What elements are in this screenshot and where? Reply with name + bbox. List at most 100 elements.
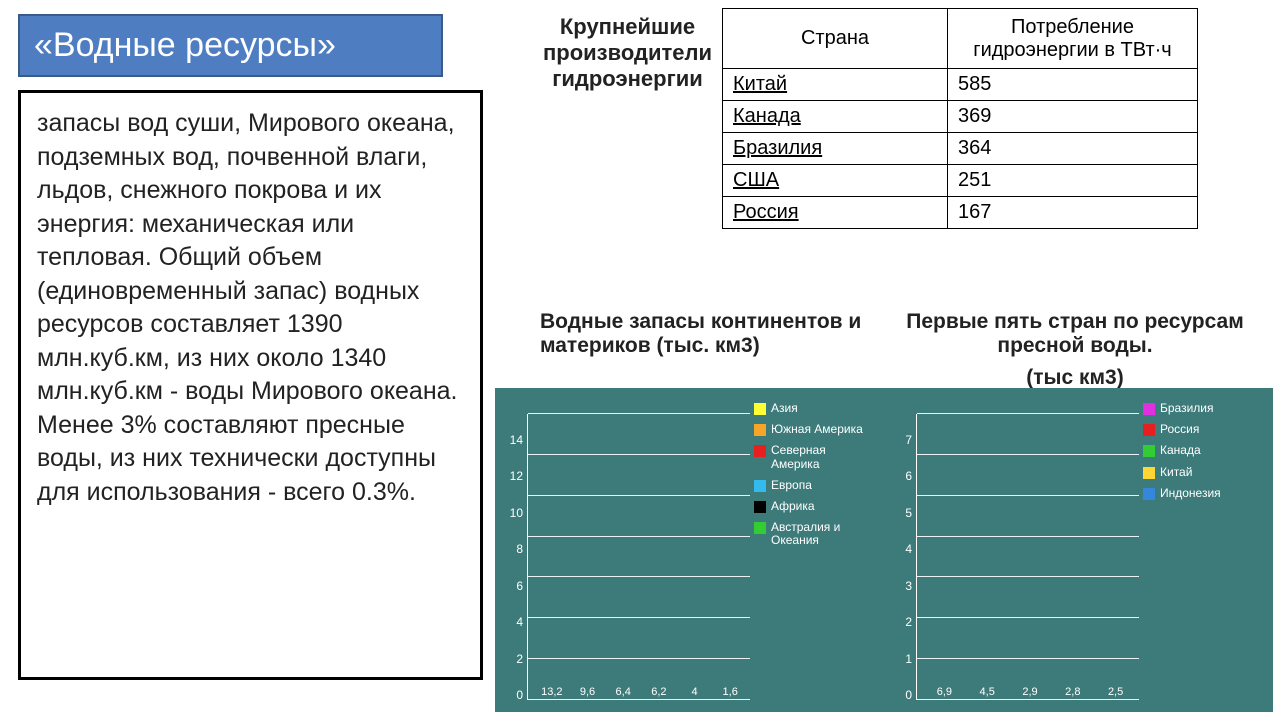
cell-country: Бразилия	[723, 133, 948, 165]
legend-label: Северная Америка	[771, 444, 876, 470]
y-tick: 8	[516, 520, 523, 557]
legend-label: Южная Америка	[771, 423, 863, 436]
chart1: 02468101214 13,29,66,46,241,6 АзияЮжная …	[495, 388, 884, 712]
legend-item: Азия	[754, 402, 876, 415]
bar-value-label: 1,6	[723, 686, 738, 698]
chart1-plot-area: 13,2 9,6 6,4 6,2 4 1,6	[527, 414, 750, 700]
table-row: Россия167	[723, 197, 1198, 229]
legend-label: Китай	[1160, 466, 1192, 479]
y-tick: 0	[905, 666, 912, 703]
bar-group: 9,6	[572, 686, 604, 700]
y-tick: 2	[516, 629, 523, 666]
bar-value-label: 2,8	[1065, 686, 1080, 698]
page-title: «Водные ресурсы»	[34, 26, 336, 64]
table-row: США251	[723, 165, 1198, 197]
bar-value-label: 2,5	[1108, 686, 1123, 698]
y-tick: 0	[516, 666, 523, 703]
legend-swatch	[754, 424, 766, 436]
hydro-producers-table: Страна Потребление гидроэнергии в ТВт·ч …	[722, 8, 1198, 229]
grid-line	[528, 536, 750, 537]
y-tick: 10	[510, 483, 523, 520]
legend-swatch	[754, 522, 766, 534]
table-row: Бразилия364	[723, 133, 1198, 165]
chart2-title-line1: Первые пять стран по ресурсам пресной во…	[906, 310, 1244, 357]
cell-value: 585	[948, 69, 1198, 101]
y-tick: 5	[905, 483, 912, 520]
grid-line	[917, 495, 1139, 496]
y-tick: 3	[905, 556, 912, 593]
cell-country: США	[723, 165, 948, 197]
cell-country: Россия	[723, 197, 948, 229]
col-country: Страна	[723, 9, 948, 69]
chart-titles-row: Водные запасы континентов и материков (т…	[520, 310, 1260, 390]
chart1-legend: Азия Южная Америка Северная Америка Европа А…	[750, 396, 880, 708]
legend-swatch	[1143, 467, 1155, 479]
bar-value-label: 4	[691, 686, 697, 698]
page-title-banner: «Водные ресурсы»	[18, 14, 443, 77]
y-tick: 4	[905, 520, 912, 557]
grid-line	[528, 699, 750, 700]
legend-item: Бразилия	[1143, 402, 1265, 415]
charts-panel: 02468101214 13,29,66,46,241,6 АзияЮжная …	[495, 388, 1273, 712]
legend-label: Азия	[771, 402, 798, 415]
legend-item: Индонезия	[1143, 487, 1265, 500]
bar-group: 13,2	[536, 686, 568, 700]
col-consumption: Потребление гидроэнергии в ТВт·ч	[948, 9, 1198, 69]
chart2-yaxis: 01234567	[888, 396, 916, 708]
legend-item: Южная Америка	[754, 423, 876, 436]
chart2-legend: БразилияРоссияКанадаКитайИндонезия	[1139, 396, 1269, 708]
bar-value-label: 9,6	[580, 686, 595, 698]
legend-swatch	[1143, 445, 1155, 457]
y-tick: 4	[516, 593, 523, 630]
legend-item: Европа	[754, 479, 876, 492]
bar-group: 1,6	[714, 686, 746, 700]
cell-country: Китай	[723, 69, 948, 101]
grid-line	[528, 454, 750, 455]
chart2-title: Первые пять стран по ресурсам пресной во…	[890, 310, 1260, 390]
legend-label: Европа	[771, 479, 812, 492]
legend-swatch	[754, 501, 766, 513]
cell-country: Канада	[723, 101, 948, 133]
bar-value-label: 6,4	[616, 686, 631, 698]
grid-line	[528, 617, 750, 618]
bar-value-label: 4,5	[980, 686, 995, 698]
legend-item: Северная Америка	[754, 444, 876, 470]
table-header-row: Страна Потребление гидроэнергии в ТВт·ч	[723, 9, 1198, 69]
grid-line	[917, 454, 1139, 455]
legend-swatch	[1143, 403, 1155, 415]
grid-line	[917, 617, 1139, 618]
bar-group: 2,5	[1096, 686, 1135, 700]
y-tick: 6	[905, 447, 912, 484]
legend-swatch	[754, 403, 766, 415]
bar-group: 2,9	[1011, 686, 1050, 700]
legend-item: Канада	[1143, 444, 1265, 457]
grid-line	[528, 658, 750, 659]
cell-value: 167	[948, 197, 1198, 229]
table-row: Китай585	[723, 69, 1198, 101]
legend-swatch	[754, 480, 766, 492]
bar-value-label: 6,2	[651, 686, 666, 698]
y-tick: 7	[905, 410, 912, 447]
bar-value-label: 6,9	[937, 686, 952, 698]
grid-line	[917, 576, 1139, 577]
legend-label: Австралия и Океания	[771, 521, 876, 547]
grid-line	[528, 576, 750, 577]
legend-item: Австралия и Океания	[754, 521, 876, 547]
table-heading: Крупнейшие производители гидроэнергии	[540, 14, 715, 92]
legend-label: Канада	[1160, 444, 1201, 457]
legend-swatch	[1143, 488, 1155, 500]
grid-line	[917, 699, 1139, 700]
bar-group: 6,9	[925, 686, 964, 700]
definition-text: запасы вод суши, Мирового океана, подзем…	[37, 109, 458, 506]
bar-value-label: 2,9	[1022, 686, 1037, 698]
bar-group: 2,8	[1053, 686, 1092, 700]
legend-label: Индонезия	[1160, 487, 1221, 500]
y-tick: 6	[516, 556, 523, 593]
grid-line	[528, 413, 750, 414]
legend-swatch	[1143, 424, 1155, 436]
legend-label: Африка	[771, 500, 815, 513]
chart2: 01234567 6,94,52,92,82,5 БразилияРоссияК…	[884, 388, 1273, 712]
grid-line	[917, 413, 1139, 414]
table-row: Канада369	[723, 101, 1198, 133]
cell-value: 364	[948, 133, 1198, 165]
